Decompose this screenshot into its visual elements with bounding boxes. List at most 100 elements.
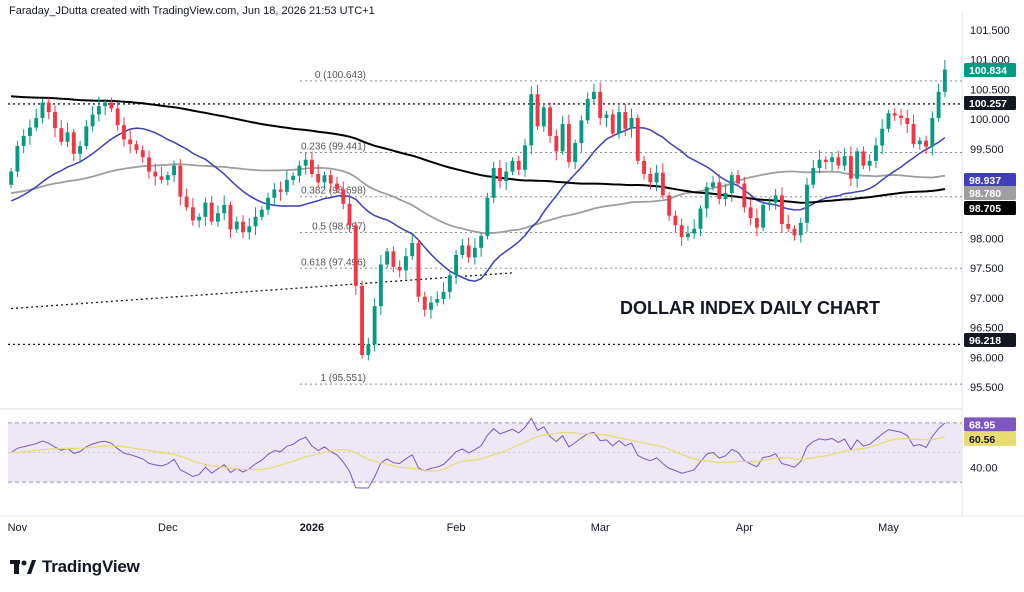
- candle: [642, 155, 647, 180]
- candle: [21, 129, 26, 154]
- price-tag-5-bg: [964, 333, 1016, 347]
- candle-body: [704, 187, 709, 209]
- candle-body: [805, 184, 809, 223]
- candle: [460, 238, 465, 259]
- candle-body: [479, 235, 484, 248]
- candle-body: [842, 156, 847, 166]
- candle-body: [899, 115, 903, 119]
- candle: [754, 208, 759, 237]
- time-axis[interactable]: NovDec2026FebMarAprMayJun: [8, 522, 1024, 534]
- price-axis[interactable]: 101.500101.000100.500100.00099.50099.000…: [970, 25, 1010, 474]
- candle: [598, 82, 603, 126]
- candle-body: [53, 112, 57, 129]
- dollar-index-chart[interactable]: 0 (100.643) 0.236 (99.441) 0.382 (98.698) 0…: [0, 0, 1024, 548]
- candle: [591, 83, 596, 105]
- fib-label-3: 0.5 (98.097): [312, 222, 366, 233]
- candle-body: [792, 228, 797, 236]
- candle: [165, 171, 170, 186]
- candle-body: [378, 264, 383, 307]
- candle-body: [59, 128, 64, 142]
- rsi-ma-tag-text: 60.56: [969, 434, 995, 446]
- candle: [704, 182, 709, 218]
- candle: [773, 188, 778, 210]
- candle-body: [497, 168, 502, 182]
- rsi-tick: 40.00: [970, 462, 998, 474]
- candle-body: [84, 126, 89, 147]
- candle-body: [353, 225, 358, 286]
- candle: [172, 160, 177, 183]
- candle: [278, 181, 283, 201]
- candle-body: [742, 183, 747, 208]
- candle: [880, 119, 885, 155]
- price-tag-1-text: 100.257: [969, 98, 1007, 110]
- candle: [153, 163, 158, 186]
- candle-body: [297, 165, 302, 176]
- candle: [911, 114, 916, 148]
- candle: [472, 238, 477, 265]
- fib-label-1: 0.236 (99.441): [301, 141, 366, 152]
- candle: [579, 115, 584, 152]
- candle: [723, 183, 728, 207]
- candle: [848, 146, 853, 186]
- candle: [604, 110, 609, 127]
- candle: [403, 248, 408, 280]
- candle-body: [447, 275, 452, 292]
- chart-title: DOLLAR INDEX DAILY CHART: [620, 298, 880, 318]
- candle: [391, 246, 396, 273]
- time-tick-6: May: [878, 522, 899, 534]
- candle: [78, 140, 83, 163]
- candle: [792, 225, 797, 241]
- price-tick-3: 100.000: [970, 114, 1010, 126]
- price-tag-4-text: 98.705: [969, 203, 1001, 215]
- candle-body: [604, 114, 609, 119]
- candle-body: [322, 175, 327, 183]
- candle-body: [591, 91, 596, 99]
- candle: [742, 176, 747, 213]
- candle: [341, 181, 346, 210]
- candle-body: [836, 157, 841, 166]
- price-tag-3-bg: [964, 186, 1016, 200]
- candle: [454, 249, 459, 285]
- candle-body: [341, 189, 346, 204]
- tradingview-logo[interactable]: TradingView: [10, 556, 140, 578]
- candle: [635, 114, 640, 165]
- candle-body: [491, 168, 496, 198]
- price-tick-9: 97.000: [970, 293, 1004, 305]
- candle: [679, 218, 684, 247]
- fibonacci-levels: 0 (100.643) 0.236 (99.441) 0.382 (98.698) 0…: [300, 70, 962, 385]
- candle-body: [635, 118, 640, 161]
- candle-body: [303, 159, 308, 166]
- price-tag-0: 100.834: [964, 63, 1016, 77]
- candle: [685, 225, 690, 241]
- candle: [667, 191, 672, 222]
- price-tag-3: 98.780: [964, 186, 1016, 200]
- candle-body: [942, 69, 947, 92]
- candle: [817, 150, 822, 174]
- candle-body: [523, 145, 527, 170]
- moving-averages: [10, 95, 946, 282]
- fib-label-0: 0 (100.643): [315, 70, 366, 81]
- candle-body: [366, 344, 371, 355]
- rsi-panel: [8, 417, 962, 489]
- candle-body: [880, 128, 885, 146]
- candle: [548, 102, 553, 144]
- candle: [717, 174, 722, 205]
- candle: [491, 161, 496, 204]
- candle-body: [278, 189, 283, 192]
- price-tick-12: 95.500: [970, 382, 1004, 394]
- candle: [147, 150, 151, 179]
- candle-body: [253, 216, 258, 227]
- candle-body: [548, 107, 553, 136]
- candle-body: [291, 175, 296, 180]
- candle-body: [654, 172, 659, 183]
- candle-body: [761, 204, 766, 228]
- candle-body: [335, 183, 339, 190]
- candle-body: [924, 140, 929, 147]
- candle: [435, 290, 440, 307]
- candle: [347, 194, 352, 233]
- time-tick-2: 2026: [300, 522, 324, 534]
- candle-body: [197, 216, 202, 221]
- candle-body: [385, 251, 390, 265]
- rsi-line: [10, 417, 946, 489]
